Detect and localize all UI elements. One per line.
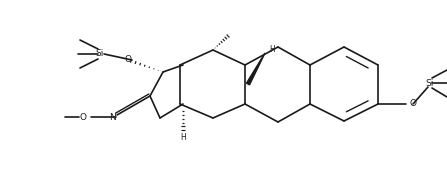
Text: O: O: [80, 113, 87, 121]
Text: Si: Si: [426, 79, 434, 87]
Text: O: O: [409, 99, 416, 109]
Text: H: H: [180, 133, 186, 142]
Text: H: H: [269, 44, 275, 53]
Text: N: N: [109, 113, 115, 121]
Polygon shape: [246, 53, 265, 85]
Text: Si: Si: [96, 50, 104, 59]
Text: O: O: [125, 56, 131, 64]
